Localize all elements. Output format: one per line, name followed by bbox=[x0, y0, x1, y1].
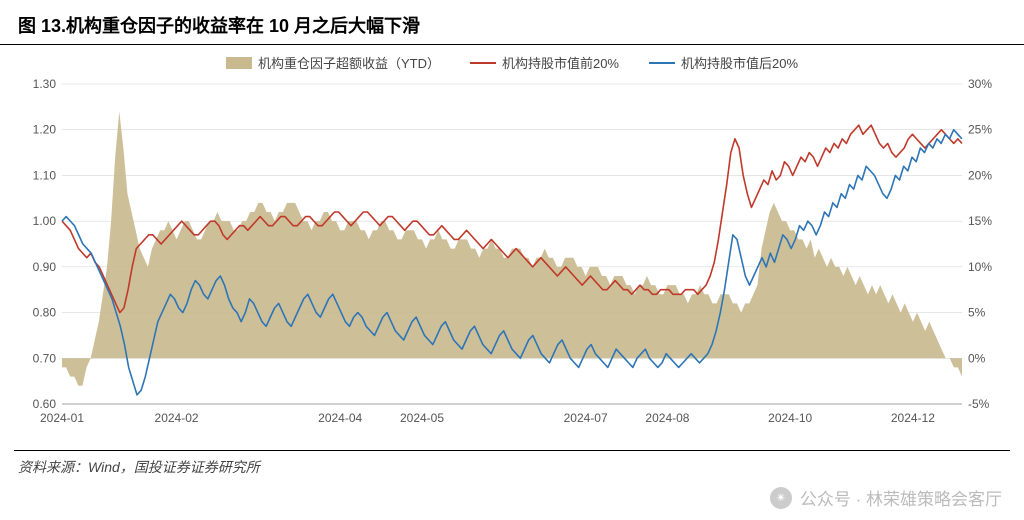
legend: 机构重仓因子超额收益（YTD） 机构持股市值前20% 机构持股市值后20% bbox=[0, 45, 1024, 74]
svg-text:2024-05: 2024-05 bbox=[400, 411, 444, 425]
svg-text:2024-01: 2024-01 bbox=[40, 411, 84, 425]
svg-text:0.80: 0.80 bbox=[33, 306, 57, 320]
legend-item-line1: 机构持股市值前20% bbox=[470, 53, 619, 72]
svg-text:2024-04: 2024-04 bbox=[318, 411, 362, 425]
svg-text:2024-12: 2024-12 bbox=[891, 411, 935, 425]
swatch-line1-icon bbox=[470, 62, 496, 64]
svg-text:0%: 0% bbox=[968, 351, 986, 365]
source-text: 资料来源：Wind，国投证券证券研究所 bbox=[0, 451, 1024, 477]
svg-text:0.90: 0.90 bbox=[33, 260, 57, 274]
svg-text:25%: 25% bbox=[968, 123, 992, 137]
chart-area: 0.60 0.70 0.80 0.90 1.00 1.10 1.20 1.30 -5% 0% 5% 1… bbox=[18, 74, 1006, 444]
svg-text:20%: 20% bbox=[968, 168, 992, 182]
svg-text:2024-08: 2024-08 bbox=[645, 411, 689, 425]
svg-text:2024-02: 2024-02 bbox=[155, 411, 199, 425]
swatch-line2-icon bbox=[649, 62, 675, 64]
svg-text:1.20: 1.20 bbox=[33, 123, 57, 137]
svg-text:15%: 15% bbox=[968, 214, 992, 228]
svg-text:1.10: 1.10 bbox=[33, 168, 57, 182]
legend-item-area: 机构重仓因子超额收益（YTD） bbox=[226, 53, 440, 72]
watermark: ✴ 公众号 · 林荣雄策略会客厅 bbox=[770, 485, 1002, 510]
swatch-area-icon bbox=[226, 57, 252, 69]
legend-label-line1: 机构持股市值前20% bbox=[502, 53, 619, 72]
svg-text:1.30: 1.30 bbox=[33, 77, 57, 91]
svg-text:10%: 10% bbox=[968, 260, 992, 274]
legend-label-area: 机构重仓因子超额收益（YTD） bbox=[258, 53, 440, 72]
svg-text:30%: 30% bbox=[968, 77, 992, 91]
svg-text:-5%: -5% bbox=[968, 397, 990, 411]
svg-text:1.00: 1.00 bbox=[33, 214, 57, 228]
watermark-text: 公众号 · 林荣雄策略会客厅 bbox=[800, 485, 1002, 510]
svg-text:5%: 5% bbox=[968, 306, 986, 320]
svg-text:0.70: 0.70 bbox=[33, 351, 57, 365]
svg-text:2024-07: 2024-07 bbox=[564, 411, 608, 425]
wechat-icon: ✴ bbox=[770, 487, 792, 509]
legend-item-line2: 机构持股市值后20% bbox=[649, 53, 798, 72]
legend-label-line2: 机构持股市值后20% bbox=[681, 53, 798, 72]
chart-svg: 0.60 0.70 0.80 0.90 1.00 1.10 1.20 1.30 -5% 0% 5% 1… bbox=[18, 74, 1006, 444]
svg-text:0.60: 0.60 bbox=[33, 397, 57, 411]
svg-text:2024-10: 2024-10 bbox=[768, 411, 812, 425]
chart-title: 图 13.机构重仓因子的收益率在 10 月之后大幅下滑 bbox=[0, 0, 1024, 45]
